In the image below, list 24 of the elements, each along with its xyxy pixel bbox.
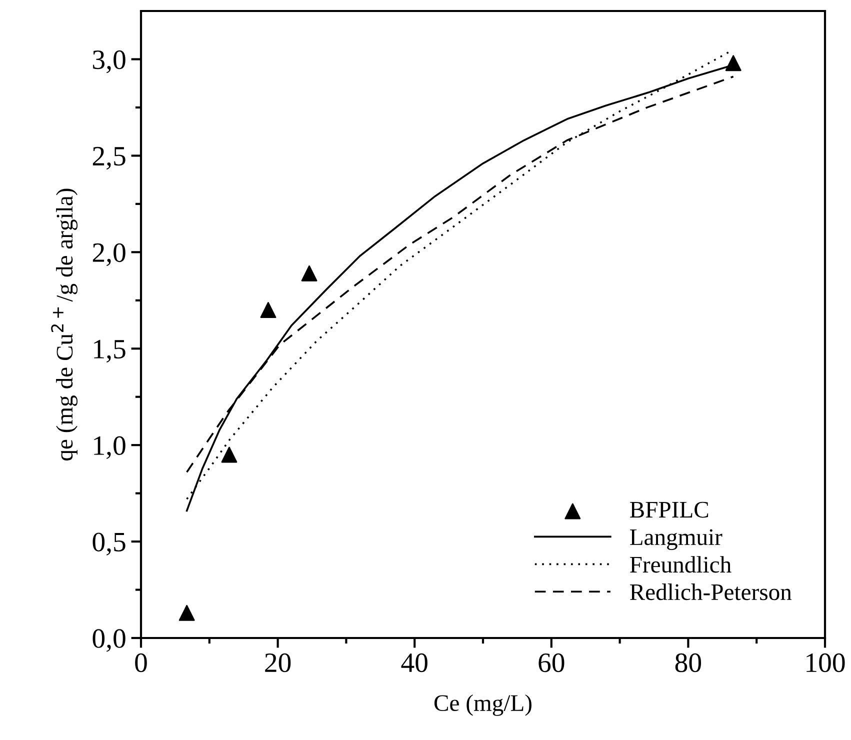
point	[301, 265, 318, 282]
x-tick-label: 60	[538, 653, 564, 672]
point	[260, 302, 276, 318]
x-tick-label: 40	[401, 653, 428, 672]
y-axis-title: qe (mg de Cu$^{2+}$/g de argila)	[51, 188, 78, 460]
legend-label: Redlich-Peterson	[630, 584, 792, 600]
point	[178, 604, 195, 621]
y-tick-label: 3,0	[93, 50, 126, 74]
y-tick-label: 2,5	[92, 146, 126, 170]
legend-label: Langmuir	[630, 529, 722, 550]
x-tick-label: 20	[265, 653, 291, 672]
x-axis-title: Ce (mg/L)	[434, 694, 532, 716]
x-tick-label: 80	[675, 653, 702, 672]
point	[725, 55, 742, 72]
x-tick-label: 0	[135, 653, 147, 672]
y-tick-label: 0,0	[92, 629, 126, 652]
point	[221, 446, 238, 463]
y-tick-label: 1,0	[94, 436, 126, 459]
x-tick-label: 100	[806, 653, 845, 672]
y-tick-label: 2,0	[92, 243, 126, 266]
y-tick-label: 0,5	[92, 532, 126, 556]
legend-label: BFPILC	[630, 502, 708, 518]
legend-label: Freundlich	[630, 556, 732, 573]
y-tick-label: 1,5	[94, 340, 126, 363]
